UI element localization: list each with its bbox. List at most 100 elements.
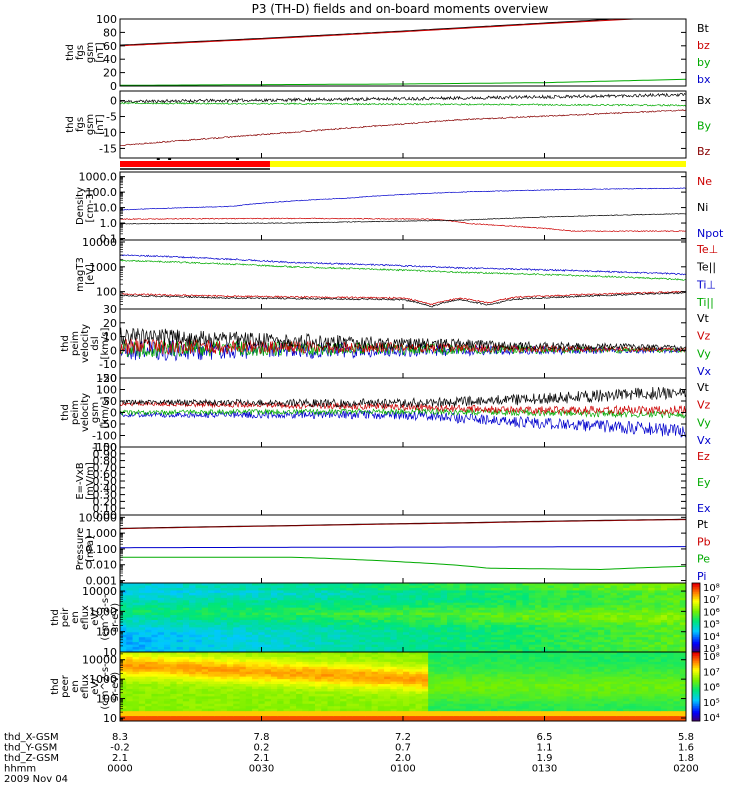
spectrogram-cell (270, 693, 278, 697)
spectrogram-cell (396, 671, 404, 675)
spectrogram-cell (245, 629, 253, 633)
spectrogram-cell (327, 642, 335, 646)
spectrogram-cell (214, 676, 222, 680)
spectrogram-cell (478, 639, 486, 643)
spectrogram-cell (673, 597, 681, 601)
series-density-ni (120, 213, 686, 225)
spectrogram-cell (358, 583, 366, 587)
spectrogram-cell (648, 595, 656, 599)
spectrogram-cell (170, 696, 178, 700)
spectrogram-cell (566, 583, 574, 587)
spectrogram-cell (516, 632, 524, 636)
spectrogram-cell (189, 637, 197, 641)
y-tick-label: -5 (106, 111, 117, 124)
spectrogram-cell (132, 676, 140, 680)
spectrogram-cell (428, 587, 436, 591)
spectrogram-cell (579, 624, 586, 628)
spectrogram-cell (126, 592, 134, 596)
spectrogram-cell (346, 617, 354, 621)
spectrogram-cell (447, 624, 454, 628)
colorbar-cell (692, 608, 700, 612)
spectrogram-cell (176, 664, 184, 668)
spectrogram-cell (164, 649, 171, 652)
spectrogram-cell (409, 688, 417, 693)
spectrogram-cell (591, 632, 599, 636)
spectrogram-cell (541, 622, 549, 626)
spectrogram-cell (346, 711, 354, 715)
spectrogram-cell (132, 688, 140, 693)
spectrogram-cell (233, 691, 241, 695)
spectrogram-cell (321, 600, 329, 604)
spectrogram-cell (528, 647, 536, 651)
spectrogram-cell (377, 617, 385, 621)
spectrogram-cell (208, 659, 215, 663)
spectrogram-cell (673, 610, 681, 614)
spectrogram-cell (679, 622, 686, 626)
spectrogram-cell (465, 629, 473, 633)
spectrogram-cell (579, 629, 586, 633)
spectrogram-cell (195, 671, 203, 675)
y-axis-label: [cm-3] (85, 189, 96, 222)
spectrogram-cell (509, 666, 517, 670)
spectrogram-cell (604, 617, 612, 621)
spectrogram-cell (472, 639, 480, 643)
spectrogram-cell (327, 600, 335, 604)
spectrogram-cell (277, 624, 285, 628)
legend-density-ni: Ni (697, 201, 708, 214)
spectrogram-cell (648, 605, 656, 609)
spectrogram-cell (252, 713, 259, 717)
spectrogram-cell (528, 696, 536, 700)
spectrogram-cell (371, 642, 379, 646)
spectrogram-cell (409, 716, 417, 720)
spectrogram-cell (239, 647, 247, 651)
spectrogram-cell (654, 637, 662, 641)
spectrogram-cell (484, 718, 492, 721)
spectrogram-cell (522, 671, 530, 675)
spectrogram-cell (214, 624, 222, 628)
spectrogram-cell (314, 597, 322, 601)
spectrogram-cell (566, 652, 574, 656)
spectrogram-cell (289, 674, 297, 678)
spectrogram-cell (151, 612, 159, 616)
spectrogram-cell (522, 592, 530, 596)
spectrogram-cell (333, 622, 341, 626)
spectrogram-cell (509, 676, 517, 680)
spectrogram-cell (233, 669, 241, 673)
spectrogram-cell (541, 691, 549, 695)
spectrogram-cell (409, 693, 417, 697)
spectrogram-cell (484, 649, 492, 652)
spectrogram-cell (503, 656, 511, 660)
spectrogram-cell (201, 681, 209, 685)
spectrogram-cell (560, 607, 568, 611)
spectrogram-cell (553, 632, 561, 636)
series-peim_vel_2-vz (120, 400, 686, 416)
spectrogram-cell (434, 703, 442, 707)
spectrogram-cell (491, 583, 498, 587)
spectrogram-cell (289, 587, 297, 591)
spectrogram-cell (151, 654, 159, 658)
spectrogram-cell (138, 602, 146, 606)
spectrogram-cell (553, 693, 561, 697)
spectrogram-cell (679, 590, 686, 594)
spectrogram-cell (164, 698, 171, 702)
colorbar-cell (692, 619, 700, 622)
y-tick-label: -150 (92, 441, 117, 454)
panel-frame (119, 514, 687, 584)
spectrogram-cell (390, 647, 398, 651)
spectrogram-cell (409, 624, 417, 628)
spectrogram-cell (384, 649, 392, 652)
spectrogram-cell (308, 627, 316, 631)
spectrogram-cell (679, 597, 686, 601)
spectrogram-cell (170, 639, 178, 643)
spectrogram-cell (151, 696, 159, 700)
spectrogram-cell (126, 642, 134, 646)
spectrogram-cell (214, 619, 222, 624)
spectrogram-cell (585, 595, 593, 599)
colorbar-cell (692, 605, 700, 608)
spectrogram-cell (503, 718, 511, 721)
spectrogram-cell (629, 647, 637, 651)
spectrogram-cell (314, 634, 322, 638)
spectrogram-cell (585, 627, 593, 631)
y-tick-label: 150 (96, 372, 117, 385)
spectrogram-cell (264, 661, 272, 665)
